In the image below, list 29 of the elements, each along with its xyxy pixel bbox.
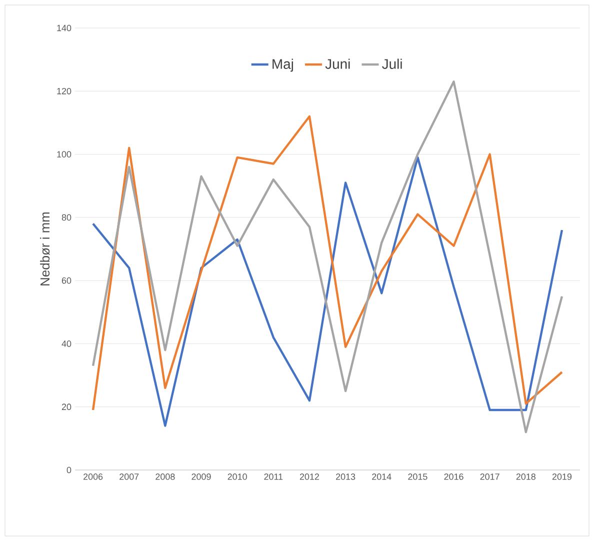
x-tick-label: 2013 [336,474,356,480]
y-tick-label: 60 [62,277,72,284]
x-tick-label: 2008 [156,474,175,480]
x-tick-label: 2015 [408,474,428,480]
x-tick-label: 2014 [372,474,392,480]
x-tick-label: 2011 [264,474,283,480]
line-series [92,115,564,412]
x-tick-label: 2007 [120,474,139,480]
y-tick-label: 100 [57,151,72,158]
legend-label: Juli [382,58,402,69]
x-tick-label: 2018 [516,474,536,480]
y-tick-label: 20 [62,404,72,410]
x-tick-label: 2009 [192,474,211,480]
x-tick-label: 2006 [84,474,103,480]
legend-label: Juni [325,58,350,69]
y-tick-label: 120 [57,88,72,94]
line-series [92,156,564,427]
y-tick-label: 80 [62,214,72,221]
line-series [92,80,564,434]
legend-label: Maj [272,58,293,72]
x-tick-label: 2016 [444,474,464,480]
y-tick-label: 40 [62,340,72,347]
x-tick-label: 2019 [552,474,572,480]
y-tick-label: 0 [66,466,72,474]
y-axis-title: Nedbør i mm [40,212,50,286]
y-tick-label: 140 [57,24,72,32]
x-tick-label: 2017 [480,474,500,480]
x-tick-label: 2010 [228,474,247,480]
x-tick-label: 2012 [300,474,319,480]
